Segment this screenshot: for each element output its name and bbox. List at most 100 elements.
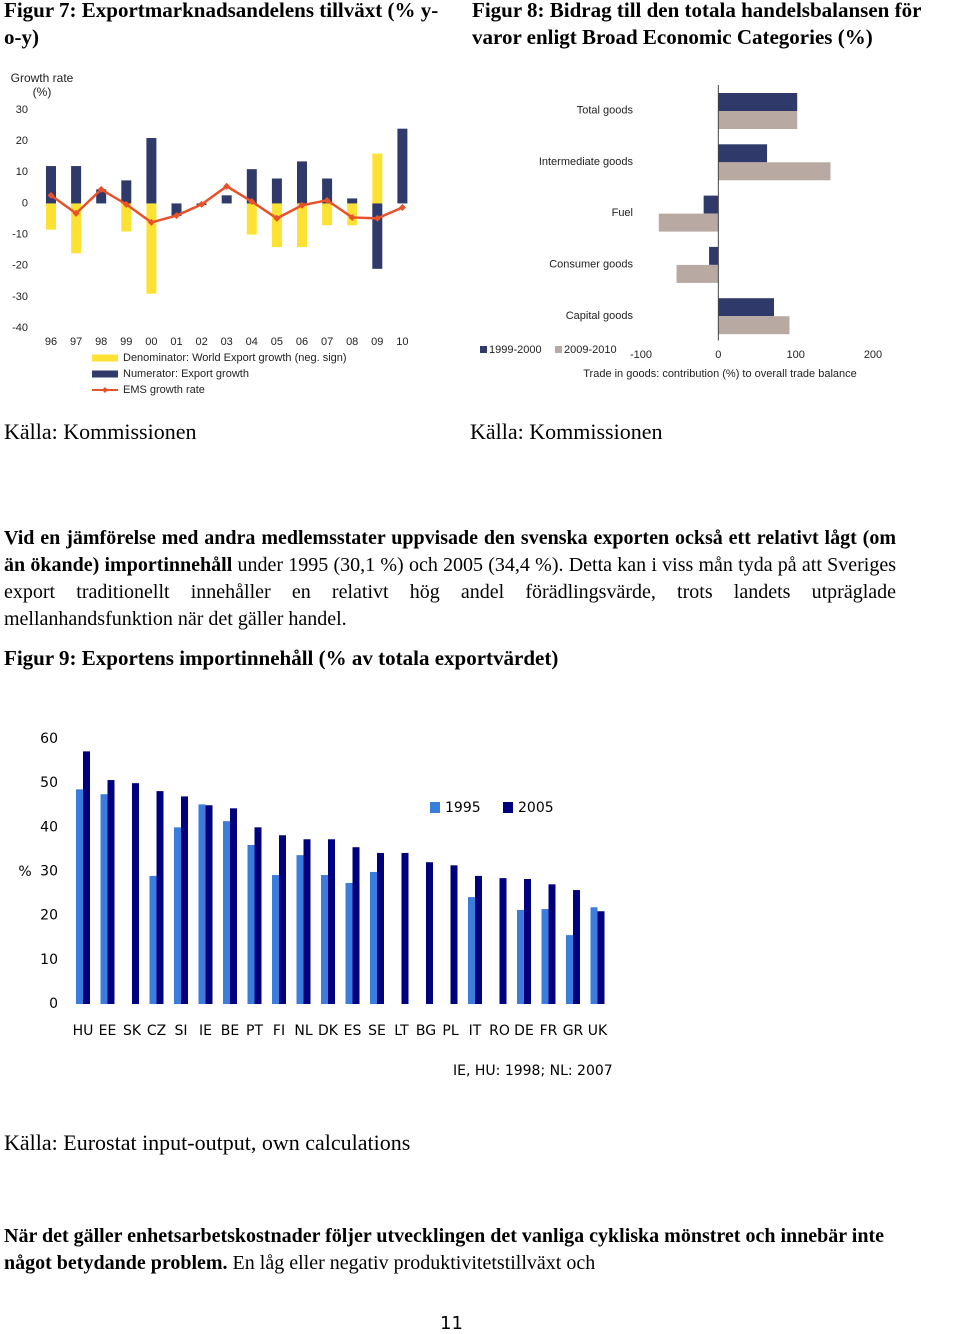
bar: [590, 907, 598, 1004]
line-marker: [173, 212, 180, 220]
bar: [541, 909, 549, 1004]
y-tick-label: Fuel: [612, 207, 633, 219]
bar: [132, 783, 139, 1004]
bar: [221, 195, 232, 204]
x-tick-label: 03: [221, 336, 233, 348]
line-marker: [97, 185, 105, 193]
x-tick-label: SI: [174, 1023, 187, 1039]
line-marker: [348, 213, 356, 221]
bar: [718, 111, 798, 129]
bar: [174, 827, 181, 1004]
x-tick-label: SE: [368, 1023, 386, 1039]
bar: [230, 808, 237, 1004]
bar: [718, 93, 798, 111]
line-marker: [223, 182, 231, 190]
line-marker: [398, 203, 406, 211]
bar: [352, 847, 360, 1004]
y-tick-label: 10: [16, 166, 28, 178]
bar: [573, 890, 580, 1004]
x-tick-label: NL: [294, 1023, 312, 1039]
legend-swatch: [102, 387, 108, 393]
legend-swatch: [430, 802, 440, 813]
line-marker: [198, 200, 206, 208]
line-marker: [323, 196, 331, 204]
x-tick-label: 200: [864, 349, 882, 361]
x-tick-label: BG: [416, 1023, 436, 1039]
bar: [303, 839, 311, 1004]
bar: [397, 128, 408, 204]
line-marker: [273, 214, 281, 222]
y-tick-label: 10: [40, 952, 58, 968]
bar: [548, 884, 556, 1004]
bar: [96, 189, 107, 204]
y-tick-label: 30: [16, 104, 28, 116]
bar: [345, 882, 353, 1004]
x-tick-label: EE: [99, 1023, 117, 1039]
bar: [271, 203, 282, 248]
x-tick-label: BE: [221, 1023, 239, 1039]
x-tick-label: 09: [371, 336, 383, 348]
x-tick-label: HU: [73, 1023, 94, 1039]
bar: [146, 138, 157, 204]
x-tick-label: -100: [630, 349, 652, 361]
x-tick-label: IT: [469, 1023, 482, 1039]
bar: [121, 203, 132, 232]
bar: [450, 865, 458, 1004]
y-axis-label: %: [18, 864, 31, 880]
x-tick-label: 01: [170, 336, 182, 348]
bold-text: Vid en jämförelse med andra medlemsstate…: [4, 527, 896, 576]
line-marker: [373, 214, 381, 222]
x-tick-label: 00: [145, 336, 157, 348]
legend-label: 1995: [445, 800, 481, 816]
bar: [372, 153, 383, 204]
y-tick-label: 0: [22, 197, 28, 209]
y-tick-label: Intermediate goods: [539, 156, 634, 168]
x-tick-label: 08: [346, 336, 358, 348]
x-tick-label: UK: [588, 1023, 608, 1039]
line-marker: [248, 198, 256, 206]
bar: [296, 855, 304, 1004]
x-tick-label: 07: [321, 336, 333, 348]
legend-swatch: [503, 802, 513, 813]
x-tick-label: DE: [514, 1023, 534, 1039]
y-tick-label: -40: [12, 322, 28, 334]
x-tick-label: PT: [246, 1023, 263, 1039]
bar: [254, 827, 262, 1004]
legend-label: 2009-2010: [564, 344, 617, 356]
bar: [709, 246, 719, 265]
bar: [171, 203, 182, 216]
x-tick-label: 99: [120, 336, 132, 348]
bar: [71, 203, 82, 254]
x-tick-label: 98: [95, 336, 107, 348]
x-tick-label: 100: [786, 349, 804, 361]
bar: [328, 839, 335, 1004]
x-tick-label: IE: [199, 1023, 212, 1039]
page-number: 11: [440, 1313, 463, 1334]
bar: [426, 862, 433, 1004]
bar: [377, 852, 384, 1004]
x-tick-label: PL: [442, 1023, 458, 1039]
bar: [401, 852, 409, 1004]
bar: [475, 875, 482, 1004]
x-tick-label: FI: [273, 1023, 285, 1039]
bar: [597, 911, 605, 1004]
x-tick-label: RO: [489, 1023, 510, 1039]
bar: [46, 166, 56, 204]
figure-title: Figur 7: Exportmarknadsandelens tillväxt…: [4, 0, 439, 49]
line-marker: [72, 209, 80, 217]
legend-swatch: [92, 370, 118, 378]
y-axis-label: Growth rate (%): [10, 71, 74, 99]
bold-text: När det gäller enhetsarbetskostnader föl…: [4, 1225, 884, 1274]
y-tick-label: Capital goods: [566, 310, 634, 322]
bar: [246, 203, 257, 235]
paragraph: När det gäller enhetsarbetskostnader föl…: [4, 1223, 904, 1277]
bar: [676, 264, 719, 283]
x-tick-label: CZ: [147, 1023, 166, 1039]
x-tick-label: 04: [246, 336, 258, 348]
bar: [322, 178, 333, 204]
bar: [322, 203, 333, 226]
bar: [703, 195, 719, 214]
bar: [71, 166, 82, 204]
